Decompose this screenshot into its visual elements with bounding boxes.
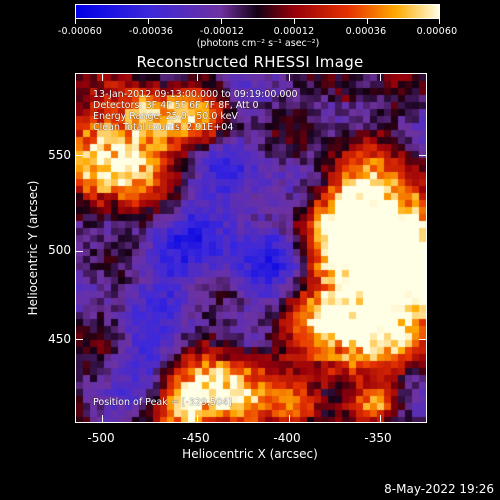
colorbar-tick-label: -0.00036 (128, 26, 174, 37)
info-energy-range: Energy Range: 25.0 - 50.0 keV (93, 111, 238, 122)
colorbar-tick (439, 19, 440, 24)
colorbar-tick-label: 0.00036 (345, 26, 387, 37)
x-tick-mark (380, 415, 381, 423)
y-tick-mark (419, 339, 427, 340)
info-method-counts: Clean Total counts: 2.91E+04 (93, 122, 234, 133)
y-tick-mark (75, 251, 83, 252)
info-peak-position: Position of Peak = [-329,504] (93, 397, 232, 408)
y-axis-label: Heliocentric Y (arcsec) (26, 180, 40, 316)
x-tick-label: -450 (182, 431, 210, 445)
rhessi-image (76, 74, 426, 422)
colorbar-units-label: (photons cm⁻² s⁻¹ asec⁻²) (196, 38, 320, 49)
x-tick-mark (289, 73, 290, 81)
info-time-range: 13-Jan-2012 09:13:00.000 to 09:19:00.000 (93, 89, 298, 100)
datestamp: 8-May-2022 19:26 (384, 482, 494, 496)
y-tick-mark (419, 155, 427, 156)
info-detectors: Detectors: 3F 4F 5F 6F 7F 8F, Att 0 (93, 100, 259, 111)
x-axis-label: Heliocentric X (arcsec) (182, 447, 318, 461)
y-tick-label: 450 (48, 332, 71, 346)
colorbar-tick-label: 0.00060 (416, 26, 458, 37)
y-tick-mark (75, 339, 83, 340)
colorbar-tick-label: -0.00060 (57, 26, 103, 37)
y-tick-label: 550 (48, 148, 71, 162)
x-tick-mark (102, 73, 103, 81)
x-tick-label: -500 (87, 431, 115, 445)
image-plot: 13-Jan-2012 09:13:00.000 to 09:19:00.000… (75, 73, 427, 423)
colorbar-tick (75, 19, 76, 24)
x-tick-mark (380, 73, 381, 81)
colorbar-tick-label: 0.00012 (273, 26, 315, 37)
x-tick-mark (289, 415, 290, 423)
x-tick-mark (102, 415, 103, 423)
colorbar (75, 4, 440, 19)
colorbar-tick (294, 19, 295, 24)
y-tick-mark (75, 155, 83, 156)
x-tick-label: -400 (273, 431, 301, 445)
colorbar-frame (75, 4, 440, 19)
colorbar-tick-label: -0.00012 (199, 26, 245, 37)
x-tick-mark (197, 73, 198, 81)
colorbar-tick (367, 19, 368, 24)
x-tick-mark (197, 415, 198, 423)
y-tick-label: 500 (48, 243, 71, 257)
colorbar-tick (221, 19, 222, 24)
colorbar-tick (148, 19, 149, 24)
x-tick-label: -350 (364, 431, 392, 445)
y-tick-mark (419, 251, 427, 252)
image-title: Reconstructed RHESSI Image (136, 53, 364, 71)
